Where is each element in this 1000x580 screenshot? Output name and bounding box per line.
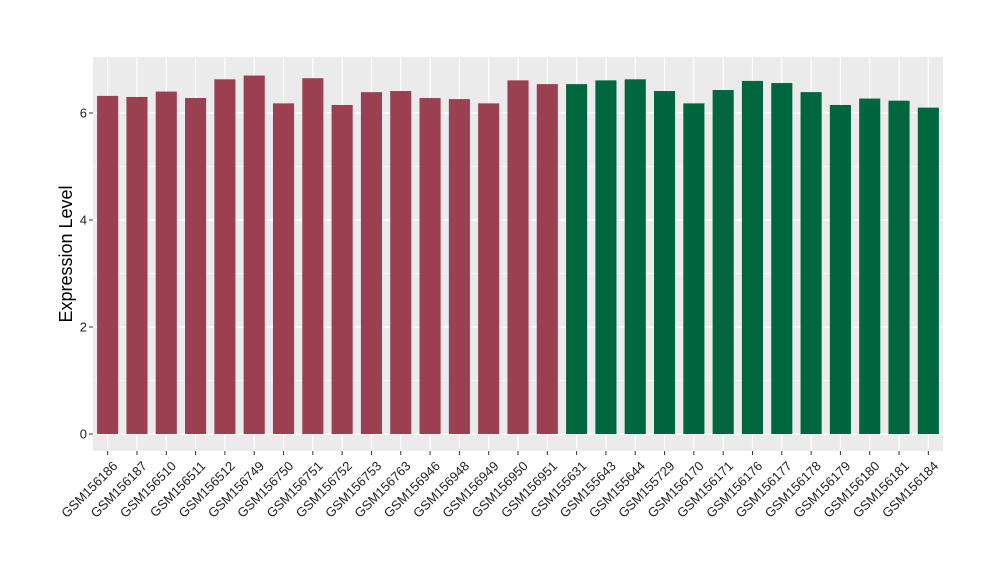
- bar-GSM156179: [829, 104, 851, 434]
- y-tick-label: 6: [80, 106, 87, 121]
- bar-GSM156950: [507, 80, 529, 435]
- bar-GSM155643: [595, 80, 617, 435]
- bar-GSM156946: [419, 98, 441, 435]
- bar-GSM155729: [654, 91, 676, 434]
- bar-GSM156186: [97, 95, 119, 434]
- bars: [97, 75, 939, 435]
- bar-GSM156510: [155, 91, 177, 434]
- y-axis-title: Expression Level: [56, 185, 76, 322]
- bar-GSM156749: [243, 75, 265, 435]
- bar-GSM156171: [712, 90, 734, 434]
- bar-GSM156752: [331, 104, 353, 434]
- bar-GSM156181: [888, 100, 910, 434]
- bar-GSM156949: [478, 103, 500, 435]
- bar-GSM156511: [185, 98, 207, 435]
- bar-GSM156178: [800, 92, 822, 434]
- bar-GSM156750: [272, 103, 295, 435]
- bar-GSM155631: [566, 84, 588, 435]
- bar-GSM156170: [683, 103, 705, 435]
- y-axis: 0 2 4 6: [80, 106, 93, 442]
- y-tick-label: 0: [80, 427, 87, 442]
- y-tick-label: 2: [80, 320, 87, 335]
- bar-GSM155644: [624, 79, 646, 435]
- bar-GSM156184: [917, 107, 939, 435]
- y-tick-label: 4: [80, 213, 87, 228]
- x-axis: GSM156186GSM156187GSM156510GSM156511GSM1…: [58, 451, 941, 521]
- bar-GSM156751: [302, 78, 324, 434]
- bar-GSM156948: [448, 99, 470, 434]
- bar-GSM156177: [771, 83, 793, 434]
- bar-GSM156176: [741, 80, 764, 435]
- bar-GSM156187: [126, 96, 148, 434]
- bar-GSM156180: [859, 98, 881, 434]
- bar-GSM156512: [214, 79, 236, 435]
- bar-GSM156763: [390, 91, 412, 434]
- bar-GSM156753: [360, 92, 382, 434]
- bar-GSM156951: [536, 84, 558, 435]
